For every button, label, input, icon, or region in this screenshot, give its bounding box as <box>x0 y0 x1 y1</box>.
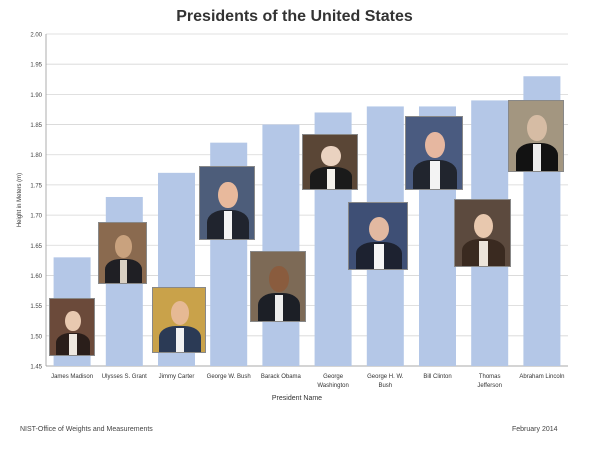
y-tick-label: 1.60 <box>30 274 42 280</box>
x-tick-label: Washington <box>317 383 348 389</box>
portrait-face <box>218 181 238 209</box>
portrait-face <box>368 216 390 242</box>
y-tick-label: 1.70 <box>30 214 42 220</box>
president-portrait <box>508 100 564 172</box>
portrait-shirt <box>175 327 185 352</box>
portrait-face <box>321 146 341 167</box>
y-axis-title: Height in Meters (m) <box>17 173 23 227</box>
president-portrait <box>454 199 511 267</box>
portrait-face <box>269 266 289 292</box>
footer-date: February 2014 <box>512 426 558 433</box>
x-tick-label: Jefferson <box>477 383 502 389</box>
portrait-shirt <box>223 211 233 239</box>
x-tick-label: Bill Clinton <box>423 374 451 380</box>
portrait-face <box>425 131 445 159</box>
portrait-shirt <box>532 144 542 171</box>
president-portrait <box>199 166 255 240</box>
y-tick-label: 1.90 <box>30 93 42 99</box>
portrait-face <box>170 301 190 325</box>
x-tick-label: George <box>323 374 344 380</box>
president-portrait <box>98 222 147 284</box>
portrait-face <box>527 115 547 142</box>
x-tick-label: George H. W. <box>367 374 404 380</box>
portrait-face <box>473 213 494 239</box>
portrait-shirt <box>374 243 384 269</box>
president-portrait <box>348 202 408 270</box>
x-tick-label: Ulysses S. Grant <box>102 374 147 380</box>
bar <box>262 124 300 366</box>
y-tick-label: 1.80 <box>30 153 42 159</box>
portrait-shirt <box>326 168 336 189</box>
y-tick-label: 1.95 <box>30 63 42 69</box>
portrait-shirt <box>69 333 77 355</box>
x-tick-label: Thomas <box>479 374 501 380</box>
y-tick-label: 1.85 <box>30 123 42 129</box>
x-tick-label: Jimmy Carter <box>159 374 195 380</box>
x-axis-title: President Name <box>272 395 322 402</box>
president-portrait <box>49 298 95 356</box>
x-tick-label: James Madison <box>51 374 93 380</box>
portrait-shirt <box>274 294 284 321</box>
president-portrait <box>152 287 206 353</box>
portrait-shirt <box>430 161 440 189</box>
president-portrait <box>405 116 463 190</box>
portrait-face <box>115 235 132 258</box>
x-tick-label: Barack Obama <box>261 374 302 380</box>
y-tick-label: 1.65 <box>30 244 42 250</box>
footer-source: NIST-Office of Weights and Measurements <box>20 426 153 433</box>
president-portrait <box>250 251 306 322</box>
portrait-shirt <box>478 240 489 266</box>
x-tick-label: George W. Bush <box>207 374 251 380</box>
x-tick-label: Abraham Lincoln <box>519 374 564 380</box>
president-portrait <box>302 134 358 190</box>
y-tick-label: 1.75 <box>30 183 42 189</box>
portrait-face <box>65 310 81 332</box>
y-tick-label: 1.55 <box>30 304 42 310</box>
y-tick-label: 2.00 <box>30 33 42 39</box>
x-tick-label: Bush <box>378 383 392 389</box>
chart-title: Presidents of the United States <box>176 8 413 25</box>
y-tick-label: 1.50 <box>30 334 42 340</box>
portrait-shirt <box>119 260 128 283</box>
y-tick-label: 1.45 <box>30 365 42 371</box>
